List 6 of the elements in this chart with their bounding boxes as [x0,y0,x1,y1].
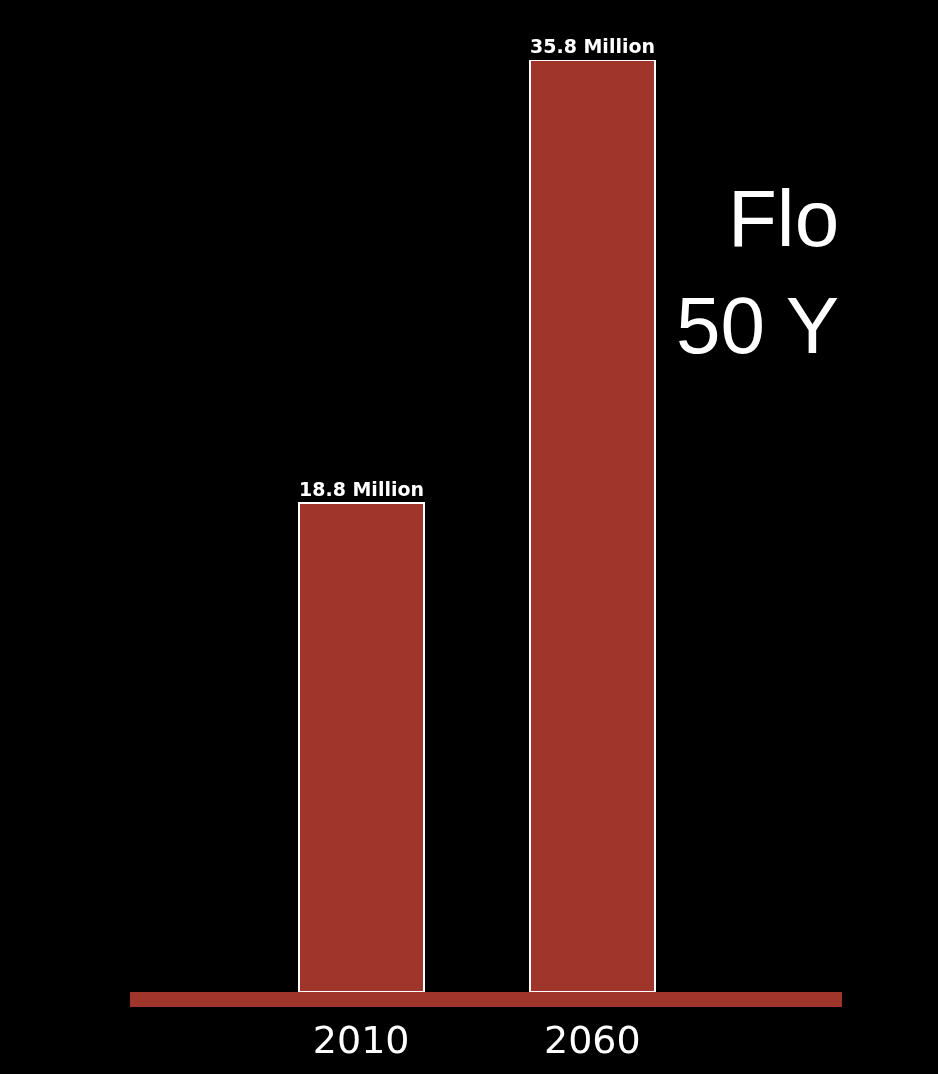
annotation: 50 Y [676,281,840,370]
data-label: 35.8 Million [530,34,655,57]
x-tick-label: 2010 [312,1017,410,1062]
data-label: 18.8 Million [299,477,424,500]
text: Flo [728,174,840,263]
x-tick-label: 2060 [543,1017,641,1062]
